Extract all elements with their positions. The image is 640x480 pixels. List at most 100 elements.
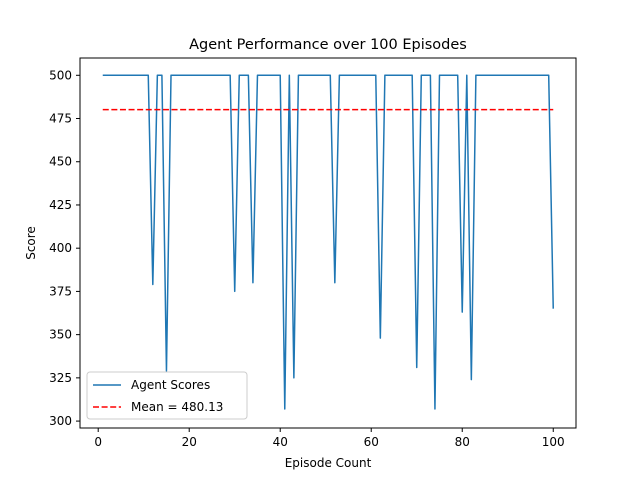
data-point: [421, 109, 422, 110]
y-tick-label: 325: [49, 371, 72, 385]
legend-label: Agent Scores: [131, 378, 210, 392]
data-point: [462, 109, 463, 110]
data-point: [521, 109, 522, 110]
data-point: [421, 75, 422, 76]
data-point: [102, 109, 103, 110]
data-point: [512, 109, 513, 110]
data-point: [439, 109, 440, 110]
data-point: [143, 109, 144, 110]
data-point: [512, 75, 513, 76]
data-point: [362, 75, 363, 76]
data-point: [393, 75, 394, 76]
data-point: [425, 109, 426, 110]
data-point: [257, 75, 258, 76]
data-point: [289, 75, 290, 76]
data-point: [107, 109, 108, 110]
legend-box: [86, 371, 248, 420]
data-point: [402, 109, 403, 110]
data-point: [211, 75, 212, 76]
data-point: [289, 109, 290, 110]
data-point: [534, 109, 535, 110]
y-tick-label: 300: [49, 414, 72, 428]
data-point: [416, 367, 417, 368]
data-point: [384, 75, 385, 76]
data-point: [134, 109, 135, 110]
data-point: [198, 75, 199, 76]
x-tick-label: 20: [182, 435, 197, 449]
data-point: [275, 109, 276, 110]
data-point: [525, 109, 526, 110]
plot-area: [102, 74, 554, 410]
data-point: [434, 109, 435, 110]
data-point: [462, 312, 463, 313]
data-point: [484, 75, 485, 76]
data-point: [116, 109, 117, 110]
data-point: [166, 370, 167, 371]
data-point: [316, 109, 317, 110]
data-point: [252, 282, 253, 283]
data-point: [402, 75, 403, 76]
data-point: [234, 109, 235, 110]
data-point: [516, 75, 517, 76]
y-tick-label: 500: [49, 68, 72, 82]
data-point: [271, 75, 272, 76]
data-point: [466, 75, 467, 76]
data-point: [193, 109, 194, 110]
data-point: [407, 75, 408, 76]
chart-title: Agent Performance over 100 Episodes: [189, 37, 467, 53]
data-point: [348, 75, 349, 76]
legend-label-equals: =: [164, 400, 182, 414]
y-axis: 300 325 350 375 400 425 450 475 500: [49, 68, 80, 428]
data-point: [480, 75, 481, 76]
data-point: [166, 109, 167, 110]
data-point: [480, 109, 481, 110]
legend-label-value: 480.13: [181, 400, 223, 414]
data-point: [125, 109, 126, 110]
data-point: [525, 75, 526, 76]
data-point: [503, 75, 504, 76]
data-point: [316, 75, 317, 76]
data-point: [298, 75, 299, 76]
data-point: [321, 75, 322, 76]
data-point: [180, 75, 181, 76]
data-point: [362, 109, 363, 110]
data-point: [507, 109, 508, 110]
data-point: [521, 75, 522, 76]
data-point: [261, 75, 262, 76]
data-point: [302, 109, 303, 110]
data-point: [366, 75, 367, 76]
y-axis-label: Score: [24, 226, 38, 260]
data-point: [534, 75, 535, 76]
data-point: [284, 109, 285, 110]
data-point: [243, 75, 244, 76]
data-point: [475, 109, 476, 110]
x-tick-label: 0: [94, 435, 102, 449]
data-point: [334, 282, 335, 283]
data-point: [111, 75, 112, 76]
data-point: [207, 75, 208, 76]
data-point: [161, 75, 162, 76]
data-point: [239, 75, 240, 76]
x-tick-label: 40: [273, 435, 288, 449]
data-point: [530, 109, 531, 110]
data-point: [184, 109, 185, 110]
data-point: [380, 337, 381, 338]
data-point: [539, 75, 540, 76]
data-point: [352, 109, 353, 110]
data-point: [321, 109, 322, 110]
data-point: [307, 75, 308, 76]
data-point: [280, 75, 281, 76]
data-point: [548, 75, 549, 76]
data-point: [430, 109, 431, 110]
data-point: [443, 109, 444, 110]
data-point: [116, 75, 117, 76]
data-point: [120, 75, 121, 76]
data-point: [475, 75, 476, 76]
data-point: [553, 109, 554, 110]
y-tick-label: 425: [49, 198, 72, 212]
data-point: [102, 75, 103, 76]
data-point: [120, 109, 121, 110]
data-point: [439, 75, 440, 76]
data-point: [544, 109, 545, 110]
data-point: [157, 109, 158, 110]
